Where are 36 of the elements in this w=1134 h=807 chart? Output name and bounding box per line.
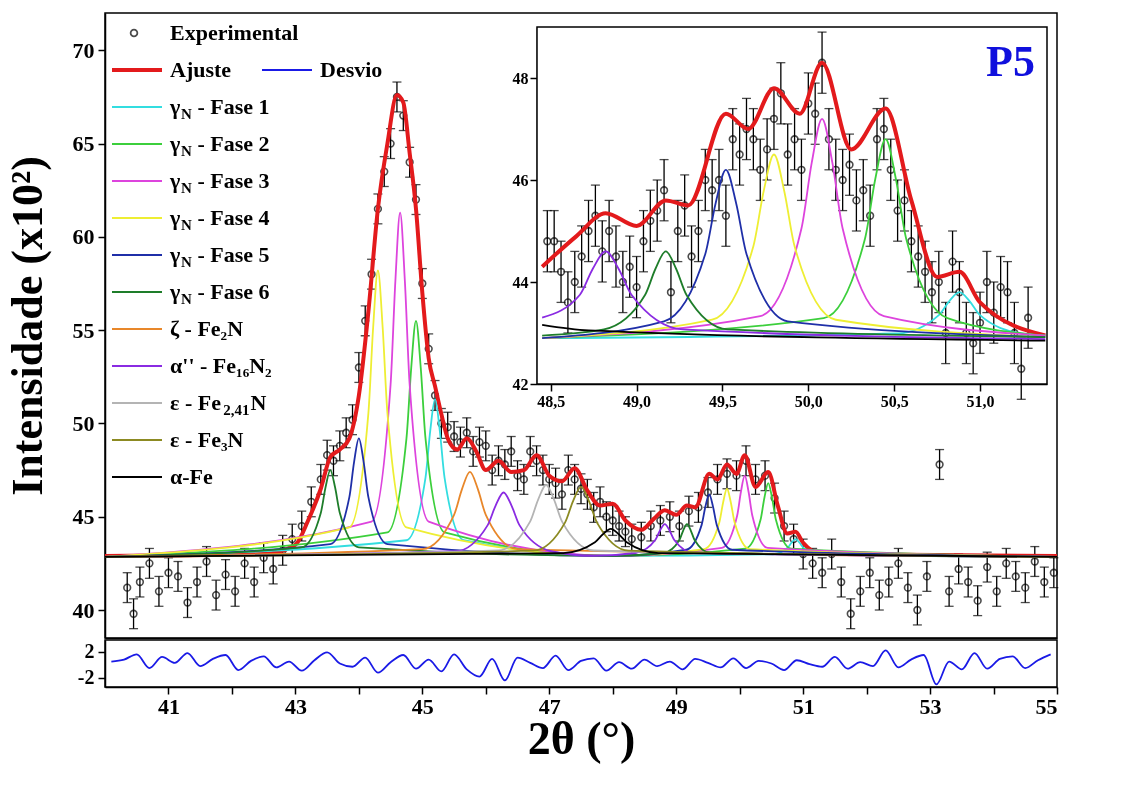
legend-label: ζ - Fe₂N (170, 316, 244, 341)
y-tick-label: 2 (84, 640, 95, 663)
y-tick-label: 50 (72, 410, 95, 436)
x-tick-label: 50,5 (880, 392, 909, 410)
x-tick-label: 51 (792, 693, 815, 719)
legend-label: α-Fe (170, 464, 214, 489)
y-axis-title: Intensidade (x10²) (2, 156, 52, 496)
y-tick-label: 46 (512, 171, 529, 189)
y-tick-label: 65 (72, 131, 95, 157)
x-tick-label: 49 (665, 693, 688, 719)
y-tick-label: 40 (72, 597, 95, 623)
x-tick-label: 48,5 (537, 392, 566, 410)
y-tick-label: 55 (72, 317, 95, 343)
legend-label: α'' - Fe₁₆N₂ (170, 353, 273, 378)
x-tick-label: 47 (538, 693, 561, 719)
legend-label: Ajuste (170, 57, 232, 82)
x-tick-label: 41 (157, 693, 180, 719)
y-tick-label: 44 (512, 273, 529, 291)
y-tick-label: 42 (512, 375, 529, 393)
y-tick-label: 60 (72, 224, 95, 250)
x-tick-label: 50,0 (794, 392, 823, 410)
x-tick-label: 55 (1035, 693, 1058, 719)
x-tick-label: 49,0 (623, 392, 652, 410)
x-tick-label: 45 (411, 693, 434, 719)
y-tick-label: -2 (77, 666, 95, 689)
legend-label: Experimental (170, 20, 299, 45)
annotation: P5 (986, 37, 1035, 86)
x-tick-label: 43 (284, 693, 307, 719)
y-tick-label: 70 (72, 37, 95, 63)
x-tick-label: 49,5 (708, 392, 737, 410)
y-tick-label: 45 (72, 504, 95, 530)
legend-label: ε - Fe₃N (170, 427, 244, 452)
x-tick-label: 51,0 (966, 392, 995, 410)
legend-label: Desvio (320, 57, 383, 82)
y-tick-label: 48 (512, 69, 529, 87)
x-tick-label: 53 (919, 693, 942, 719)
